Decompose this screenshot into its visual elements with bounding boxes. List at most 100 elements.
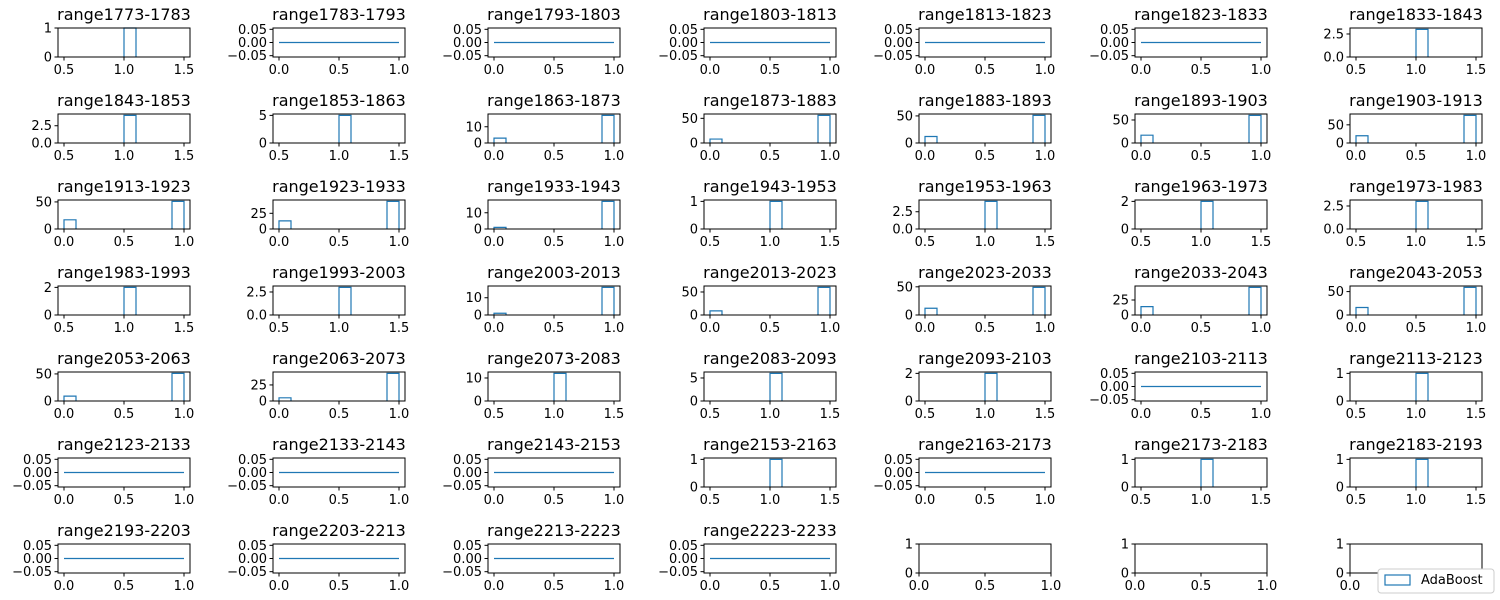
y-tick-label: 0 bbox=[1121, 567, 1129, 582]
x-tick-label: 0.0 bbox=[1131, 321, 1152, 336]
histogram-bar bbox=[493, 312, 507, 315]
panel-range2203-2213: range2203-2213 0.0 0.5 1.0 0.000.05 −0.05 bbox=[227, 521, 409, 594]
y-tick-label: 0.05 bbox=[238, 539, 267, 554]
x-tick-label: 0.5 bbox=[1191, 321, 1212, 336]
histogram-bar bbox=[1415, 28, 1429, 57]
x-tick-label: 1.0 bbox=[114, 321, 135, 336]
x-tick-label: 0.0 bbox=[484, 63, 505, 78]
x-tick-label: 1.0 bbox=[1191, 235, 1212, 250]
y-tick-label: 0.0 bbox=[892, 223, 913, 238]
y-tick-label: 0 bbox=[690, 223, 698, 238]
y-tick-label: 0 bbox=[44, 395, 52, 410]
x-tick-label: 0.0 bbox=[54, 407, 75, 422]
y-tick-label: 2 bbox=[1121, 195, 1129, 210]
histogram-bar bbox=[493, 226, 507, 229]
y-tick-label: 0 bbox=[1121, 223, 1129, 238]
y-tick-label: 0 bbox=[44, 309, 52, 324]
panel-title: range2223-2233 bbox=[703, 521, 837, 540]
y-tick-label: −0.05 bbox=[227, 49, 267, 64]
x-tick-label: 1.0 bbox=[1406, 63, 1427, 78]
axes-frame bbox=[703, 285, 837, 316]
x-tick-label: 1.0 bbox=[329, 149, 350, 164]
x-tick-label: 1.0 bbox=[1035, 149, 1056, 164]
panel-title: range2083-2093 bbox=[703, 349, 837, 368]
x-tick-label: 1.0 bbox=[174, 235, 195, 250]
y-tick-label: 10 bbox=[465, 206, 482, 221]
x-tick-label: 1.0 bbox=[1251, 407, 1272, 422]
x-tick-label: 0.5 bbox=[1406, 149, 1427, 164]
x-tick-label: 0.5 bbox=[700, 407, 721, 422]
x-tick-label: 0.0 bbox=[915, 149, 936, 164]
histogram-bar bbox=[601, 114, 615, 143]
panel-title: range2063-2073 bbox=[272, 349, 406, 368]
x-tick-label: 0.5 bbox=[544, 149, 565, 164]
x-tick-label: 0.0 bbox=[54, 235, 75, 250]
x-tick-label: 1.0 bbox=[820, 321, 841, 336]
panel-title: range2203-2213 bbox=[272, 521, 406, 540]
panel-range1873-1883: range1873-1883 0.0 0.5 1.0 0 50 bbox=[681, 91, 840, 164]
x-tick-label: 0.5 bbox=[544, 321, 565, 336]
y-tick-label: 50 bbox=[1327, 285, 1344, 300]
x-tick-label: 1.0 bbox=[820, 149, 841, 164]
y-tick-label: 1 bbox=[1121, 538, 1129, 553]
x-tick-label: 1.5 bbox=[389, 321, 410, 336]
panel-range1933-1943: range1933-1943 0.0 0.5 1.0 0 10 bbox=[465, 177, 624, 250]
x-tick-label: 1.0 bbox=[820, 579, 841, 594]
x-tick-label: 1.5 bbox=[604, 407, 625, 422]
x-tick-label: 0.5 bbox=[975, 149, 996, 164]
panel-title: range1833-1843 bbox=[1349, 5, 1483, 24]
x-tick-label: 0.0 bbox=[269, 493, 290, 508]
x-tick-label: 1.0 bbox=[389, 407, 410, 422]
histogram-bar bbox=[769, 458, 783, 487]
x-tick-label: 1.0 bbox=[174, 493, 195, 508]
x-tick-label: 1.5 bbox=[1251, 493, 1272, 508]
histogram-bar bbox=[709, 138, 723, 143]
y-tick-label: −0.05 bbox=[1089, 393, 1129, 408]
y-tick-label: −0.05 bbox=[227, 565, 267, 580]
x-tick-label: 0.5 bbox=[329, 493, 350, 508]
x-tick-label: 0.0 bbox=[484, 493, 505, 508]
y-tick-label: 0.0 bbox=[31, 137, 52, 152]
y-tick-label: 0.00 bbox=[23, 552, 52, 567]
x-tick-label: 1.0 bbox=[1191, 493, 1212, 508]
histogram-bar bbox=[63, 395, 77, 401]
panel-range1903-1913: range1903-1913 0.0 0.5 1.0 0 50 bbox=[1327, 91, 1486, 164]
histogram-bar bbox=[493, 137, 507, 143]
panel-range2063-2073: range2063-2073 0.0 0.5 1.0 0 25 bbox=[250, 349, 409, 422]
y-tick-label: 0 bbox=[690, 481, 698, 496]
panel-range2123-2133: range2123-2133 0.0 0.5 1.0 0.000.05 −0.05 bbox=[12, 435, 194, 508]
x-tick-label: 0.0 bbox=[1340, 579, 1361, 594]
x-tick-label: 0.5 bbox=[1191, 149, 1212, 164]
histogram-bar bbox=[171, 372, 185, 401]
x-tick-label: 0.5 bbox=[329, 407, 350, 422]
y-tick-label: −0.05 bbox=[658, 565, 698, 580]
x-tick-label: 0.5 bbox=[1346, 407, 1367, 422]
x-tick-label: 1.0 bbox=[389, 63, 410, 78]
x-tick-label: 1.0 bbox=[760, 407, 781, 422]
panel-range1983-1993: range1983-1993 0.5 1.0 1.5 0 2 bbox=[44, 263, 195, 336]
histogram-bar bbox=[123, 27, 137, 57]
x-tick-label: 0.5 bbox=[760, 579, 781, 594]
x-tick-label: 1.0 bbox=[1251, 63, 1272, 78]
y-tick-label: −0.05 bbox=[12, 565, 52, 580]
x-tick-label: 0.5 bbox=[484, 407, 505, 422]
y-tick-label: 1 bbox=[690, 453, 698, 468]
y-tick-label: 0 bbox=[690, 309, 698, 324]
histogram-bar bbox=[709, 310, 723, 315]
panel-title: range1823-1833 bbox=[1134, 5, 1268, 24]
axes-frame bbox=[487, 199, 621, 230]
x-tick-label: 0.0 bbox=[269, 407, 290, 422]
panel-range2023-2033: range2023-2033 0.0 0.5 1.0 0 50 bbox=[896, 263, 1055, 336]
x-tick-label: 0.0 bbox=[484, 235, 505, 250]
panel-range2113-2123: range2113-2123 0.5 1.0 1.5 0 1 bbox=[1336, 349, 1487, 422]
panel-title: range1863-1873 bbox=[487, 91, 621, 110]
x-tick-label: 1.0 bbox=[114, 63, 135, 78]
histogram-bar bbox=[769, 372, 783, 401]
y-tick-label: 10 bbox=[465, 120, 482, 135]
x-tick-label: 0.5 bbox=[54, 149, 75, 164]
x-tick-label: 0.5 bbox=[54, 321, 75, 336]
x-tick-label: 0.0 bbox=[484, 149, 505, 164]
y-tick-label: −0.05 bbox=[442, 479, 482, 494]
panel-title: range1943-1953 bbox=[703, 177, 837, 196]
x-tick-label: 0.5 bbox=[915, 407, 936, 422]
